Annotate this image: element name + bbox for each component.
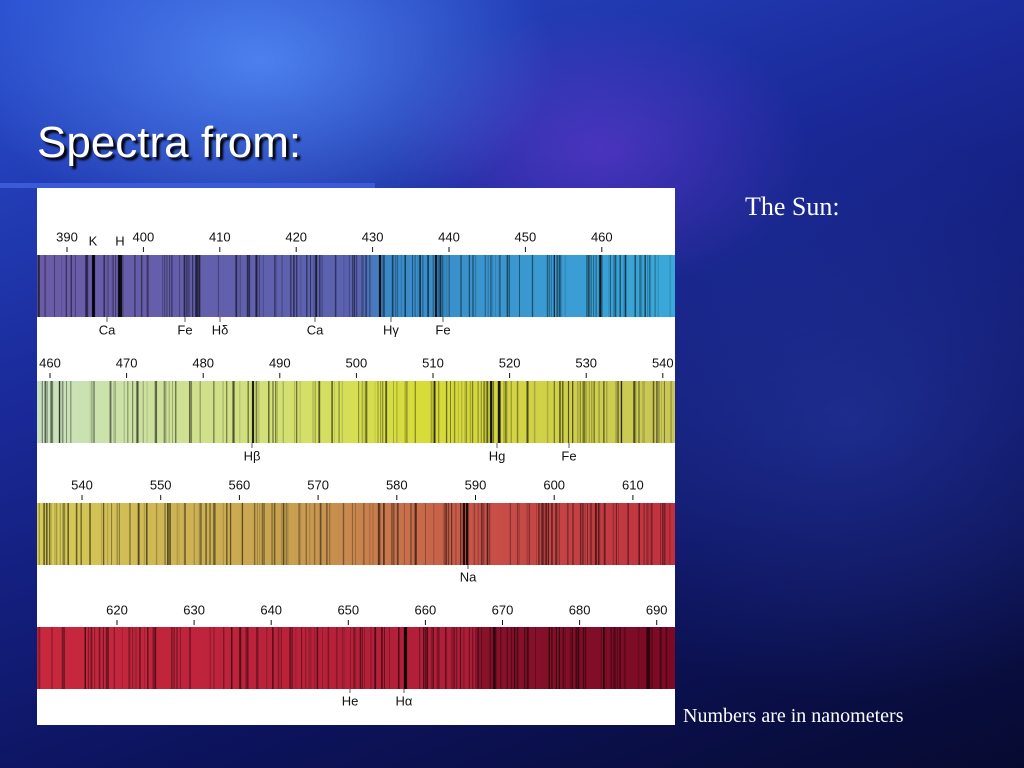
tick-label: 420	[285, 229, 307, 244]
tick-label: 540	[652, 355, 674, 370]
tick-label: 450	[515, 229, 537, 244]
tick-label: 690	[646, 602, 668, 617]
tick-label: 570	[307, 477, 329, 492]
tick-label: 550	[150, 477, 172, 492]
tick-label: 630	[183, 602, 205, 617]
spectrum-band	[37, 503, 675, 565]
title-underline	[0, 183, 375, 188]
slide-title: Spectra from:	[37, 118, 302, 167]
tick-label: 650	[337, 602, 359, 617]
tick-label: 600	[543, 477, 565, 492]
tick-label: 660	[415, 602, 437, 617]
tick-label: 460	[591, 229, 613, 244]
tick-label: 400	[133, 229, 155, 244]
tick-label: 500	[346, 355, 368, 370]
dark-region	[475, 627, 675, 689]
tick-label: 680	[569, 602, 591, 617]
tick-label: 540	[71, 477, 93, 492]
line-label: He	[342, 693, 359, 708]
line-label: K	[89, 233, 98, 248]
tick-label: 620	[106, 602, 128, 617]
line-label: Na	[460, 569, 477, 584]
line-label: Hg	[489, 448, 506, 463]
tick-label: 490	[269, 355, 291, 370]
tick-label: 410	[209, 229, 231, 244]
line-label: Hγ	[383, 322, 399, 337]
tick-label: 610	[622, 477, 644, 492]
tick-label: 520	[499, 355, 521, 370]
tick-label: 640	[260, 602, 282, 617]
line-label: Ca	[99, 322, 116, 337]
line-label: Fe	[435, 322, 450, 337]
tick-label: 390	[56, 229, 78, 244]
tick-label: 530	[575, 355, 597, 370]
tick-label: 460	[39, 355, 61, 370]
line-label: Hα	[396, 693, 413, 708]
tick-label: 470	[116, 355, 138, 370]
tick-label: 580	[386, 477, 408, 492]
tick-label: 670	[492, 602, 514, 617]
line-label: Fe	[561, 448, 576, 463]
spectrum-band	[37, 255, 675, 317]
tick-label: 560	[229, 477, 251, 492]
spectrum-band	[37, 627, 675, 689]
tick-label: 430	[362, 229, 384, 244]
line-label: Hδ	[212, 322, 229, 337]
line-label: Fe	[177, 322, 192, 337]
line-label: H	[115, 233, 124, 248]
tick-label: 510	[422, 355, 444, 370]
note: Numbers are in nanometers	[683, 705, 904, 727]
line-label: Ca	[307, 322, 324, 337]
tick-label: 480	[192, 355, 214, 370]
subtitle: The Sun:	[745, 192, 840, 221]
line-label: Hβ	[244, 448, 261, 463]
tick-label: 440	[438, 229, 460, 244]
tick-label: 590	[465, 477, 487, 492]
